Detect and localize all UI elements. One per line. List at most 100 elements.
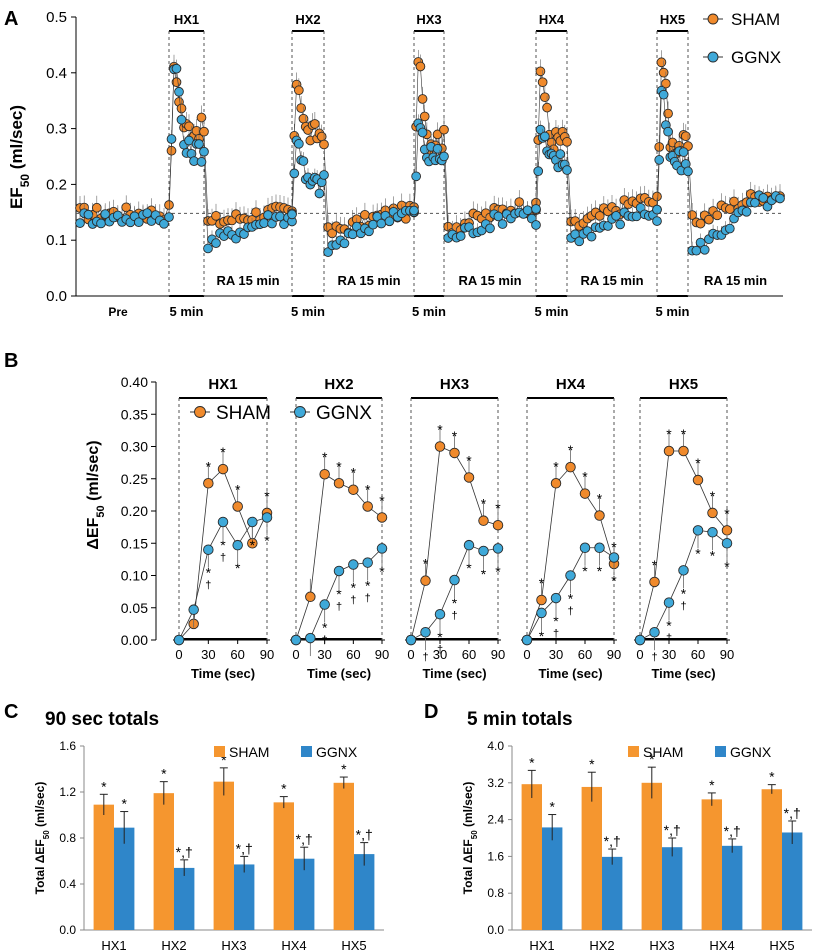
panel-b-point-ggnx (594, 542, 605, 554)
panel-b-point-sham (707, 507, 718, 519)
panel-b-xlabel: Time (sec) (191, 666, 255, 681)
panel-b-sig-sham: * (495, 500, 501, 516)
panel-a-point-ggnx (652, 216, 662, 226)
panel-b-point-sham (536, 594, 547, 606)
panel-b-point-ggnx (536, 607, 547, 619)
panel-b-sig-ggnx: * (568, 591, 574, 607)
panel-c-legend-swatch (301, 746, 312, 757)
panel-a-point-ggnx (319, 170, 329, 180)
panel-c-bar-ggnx (114, 827, 135, 930)
panel-b-point-sham (721, 525, 733, 536)
panel-b-sig-sham: * (379, 492, 385, 508)
panel-a-point-sham (695, 218, 706, 229)
panel-a-point-ggnx (574, 236, 585, 247)
panel-d-bar-ggnx (542, 827, 563, 930)
panel-d-category-label: HX1 (529, 938, 554, 950)
panel-a-ytick-label: 0.0 (46, 288, 67, 305)
panel-b-sig-ggnx: † (336, 601, 342, 613)
panel-b-point-ggnx (319, 599, 330, 610)
panel-b-point-sham (376, 512, 388, 523)
panel-a-point-ggnx (96, 218, 106, 229)
panel-letter-d: D (424, 701, 438, 723)
panel-a-point-ggnx (339, 238, 350, 249)
panel-b-sig-sham: * (695, 455, 701, 471)
panel-c-category-label: HX1 (101, 938, 126, 950)
panel-a-point-ggnx (611, 211, 621, 221)
panel-b-xtick-label: 30 (433, 647, 447, 662)
panel-a-point-ggnx (439, 151, 449, 162)
panel-b-point-ggnx (305, 632, 316, 644)
panel-b-sig-ggnx: † (451, 610, 457, 622)
panel-c-sig: *,† (236, 840, 253, 856)
panel-a-point-ggnx (196, 157, 207, 167)
panel-b-ytick-label: 0.35 (121, 406, 148, 422)
panel-b-sig-ggnx: * (611, 572, 617, 588)
panel-b-point-ggnx (203, 544, 214, 555)
panel-a-point-ggnx (133, 217, 144, 228)
panel-b-point-ggnx (521, 634, 533, 646)
panel-c-legend-ggnx: GGNX (316, 744, 358, 760)
panel-b-sig-ggnx: † (666, 633, 672, 645)
panel-b-point-sham (565, 461, 576, 473)
panel-b-sig-ggnx: * (235, 560, 241, 576)
panel-c-bar-sham (273, 802, 294, 930)
panel-b-sig-sham: * (710, 488, 716, 504)
panel-a-point-ggnx (683, 166, 693, 177)
panel-c-sig: *,† (356, 827, 373, 843)
panel-b-ytick-label: 0.40 (121, 374, 148, 390)
panel-c-ytick-label: 1.2 (59, 785, 76, 799)
panel-a-point-ggnx (176, 114, 187, 125)
panel-a-recovery-label: RA 15 min (580, 273, 643, 288)
panel-a-point-sham (310, 119, 320, 129)
panel-b-xtick-label: 60 (346, 647, 360, 662)
panel-b-point-sham (649, 576, 660, 588)
panel-b-ytick-label: 0.30 (121, 439, 148, 455)
panel-b-ylabel: ΔEF50 (ml/sec) (85, 440, 107, 549)
panel-b-sig-ggnx: * (452, 595, 458, 611)
panel-c-title: 90 sec totals (45, 709, 159, 730)
panel-b-ytick-label: 0.10 (121, 568, 148, 584)
panel-a-recovery-label: RA 15 min (704, 273, 767, 288)
panel-b-point-sham (319, 468, 330, 480)
panel-d-sig: *,† (664, 822, 681, 838)
panel-d-bar-sham (581, 786, 602, 930)
panel-a-point-ggnx (368, 219, 378, 230)
panel-c-bar-sham (93, 804, 114, 930)
panel-b-sig-sham: * (481, 496, 487, 512)
panel-a-point-ggnx (531, 220, 541, 230)
panel-a-point-sham (537, 77, 548, 88)
panel-b-point-ggnx (173, 634, 185, 646)
panel-a-legend-sham: SHAM (731, 10, 780, 29)
panel-b-point-ggnx (565, 570, 576, 581)
panel-d-ytick-label: 3.2 (487, 776, 504, 790)
panel-b-xtick-label: 90 (607, 647, 621, 662)
panel-d-sig: * (549, 799, 555, 815)
panel-a-point-ggnx (298, 156, 309, 166)
panel-b-sig-sham: * (539, 575, 545, 591)
panel-b-sig-sham: * (423, 556, 429, 572)
panel-c-category-label: HX3 (221, 938, 246, 950)
panel-b-legend-ggnx: GGNX (316, 403, 372, 424)
panel-d-legend-sham: SHAM (643, 744, 683, 760)
panel-a-duration-label: 5 min (535, 304, 569, 319)
panel-a-point-ggnx (699, 244, 710, 255)
panel-c-category-label: HX5 (341, 938, 366, 950)
panel-b-point-ggnx (217, 516, 229, 528)
panel-b-xlabel: Time (sec) (422, 666, 486, 681)
panel-a-point-ggnx (724, 223, 735, 234)
panel-a-point-sham (419, 111, 430, 122)
panel-b-sig-ggnx: † (350, 595, 356, 607)
panel-b-point-sham (579, 488, 591, 499)
panel-b-xlabel: Time (sec) (651, 666, 715, 681)
panel-b-sig-sham: * (322, 449, 328, 465)
panel-b-sig-ggnx: * (710, 547, 716, 563)
panel-b-point-ggnx (247, 516, 258, 528)
panel-b-point-sham (678, 445, 689, 457)
panel-b-point-sham (434, 441, 446, 452)
panel-b-sig-sham: * (235, 481, 241, 497)
panel-a-point-sham (562, 136, 572, 147)
panel-b-sig-ggnx: † (220, 552, 226, 564)
panel-b-point-sham (463, 472, 475, 483)
panel-b-subplot-title: HX3 (440, 376, 469, 393)
panel-c-sig: * (221, 752, 227, 768)
